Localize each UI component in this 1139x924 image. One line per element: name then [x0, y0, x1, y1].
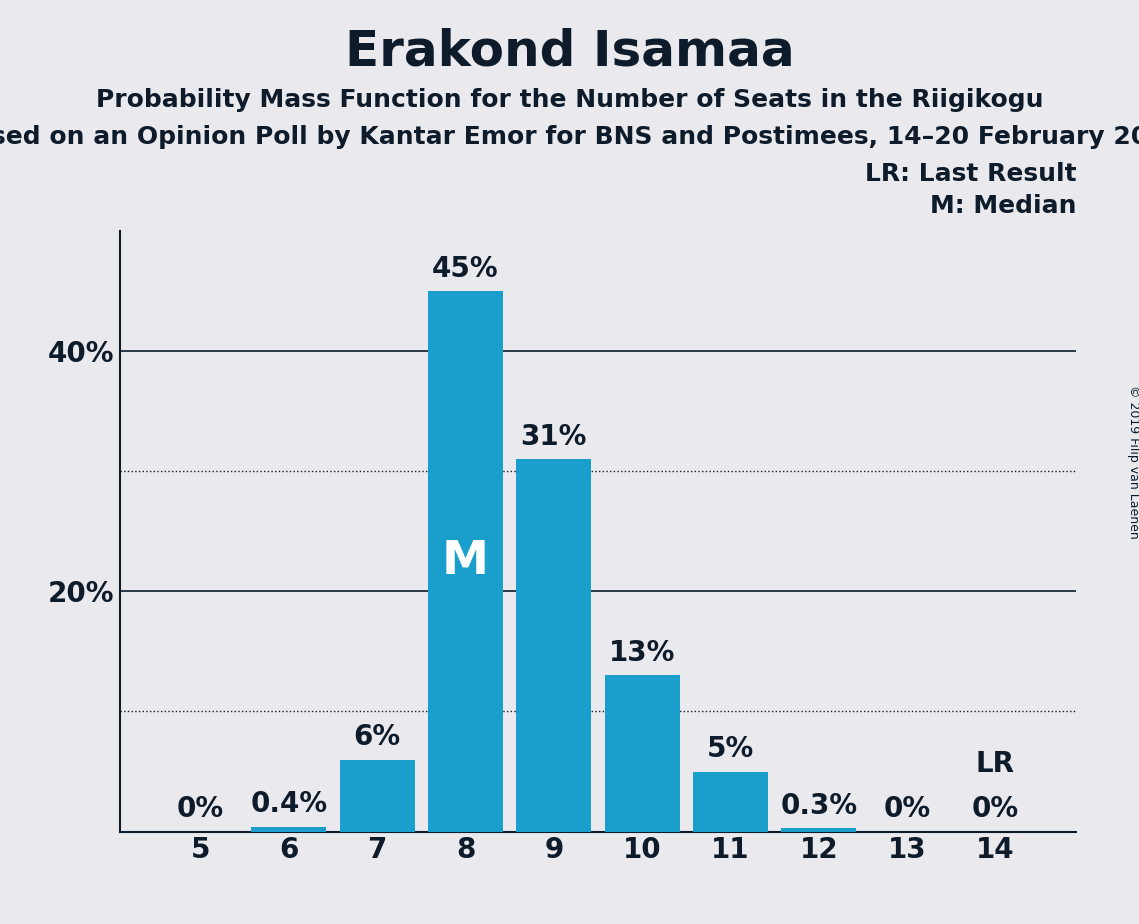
Text: M: Median: M: Median	[929, 194, 1076, 218]
Text: 5%: 5%	[707, 736, 754, 763]
Bar	[781, 828, 857, 832]
Bar	[252, 827, 327, 832]
Text: 6%: 6%	[353, 723, 401, 751]
Text: 0%: 0%	[884, 796, 931, 823]
Text: 45%: 45%	[432, 255, 499, 283]
Text: 13%: 13%	[609, 639, 675, 667]
Text: Based on an Opinion Poll by Kantar Emor for BNS and Postimees, 14–20 February 20: Based on an Opinion Poll by Kantar Emor …	[0, 125, 1139, 149]
Text: 31%: 31%	[521, 423, 587, 451]
Bar	[516, 459, 591, 832]
Bar	[339, 760, 415, 832]
Text: 0.4%: 0.4%	[251, 790, 328, 819]
Text: LR: Last Result: LR: Last Result	[865, 162, 1076, 186]
Text: LR: LR	[976, 749, 1015, 778]
Text: Probability Mass Function for the Number of Seats in the Riigikogu: Probability Mass Function for the Number…	[96, 88, 1043, 112]
Text: © 2019 Filip van Laenen: © 2019 Filip van Laenen	[1126, 385, 1139, 539]
Text: 0.3%: 0.3%	[780, 792, 858, 820]
Text: Erakond Isamaa: Erakond Isamaa	[345, 28, 794, 76]
Bar	[605, 675, 680, 832]
Text: M: M	[442, 539, 489, 584]
Text: 0%: 0%	[972, 796, 1019, 823]
Bar	[428, 291, 503, 832]
Text: 0%: 0%	[177, 796, 224, 823]
Bar	[693, 772, 768, 832]
